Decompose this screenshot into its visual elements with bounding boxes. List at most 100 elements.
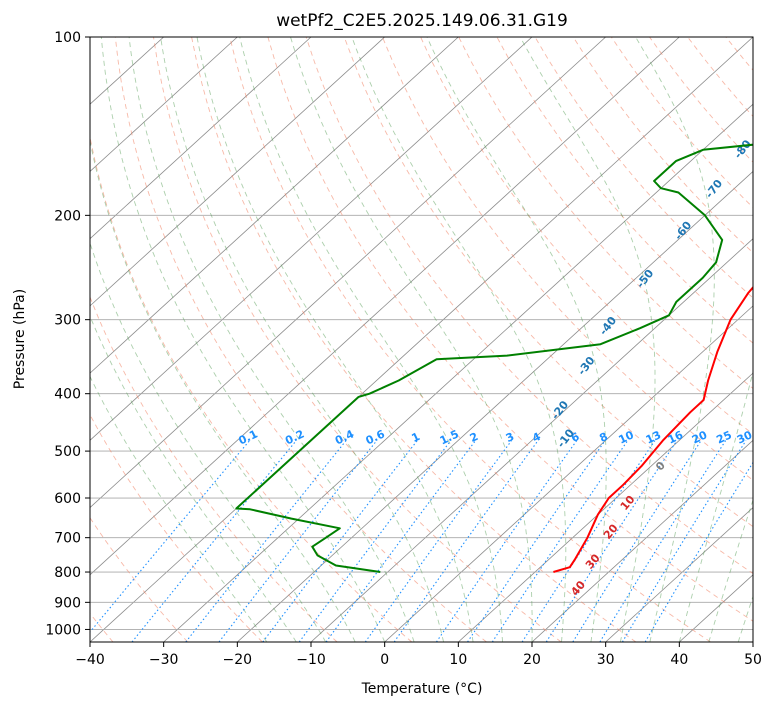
dry-adiabat <box>458 37 753 390</box>
y-axis-label: Pressure (hPa) <box>12 289 28 389</box>
mixing-ratio-label: 36 <box>756 428 775 446</box>
y-tick-label: 900 <box>54 595 81 611</box>
y-tick-label: 300 <box>54 313 81 329</box>
mixing-ratio-label: 0.6 <box>364 427 387 447</box>
x-tick-label: 30 <box>597 652 615 668</box>
dry-adiabat <box>725 37 753 71</box>
moist-adiabat <box>737 595 753 642</box>
mixing-ratio-label: 20 <box>690 428 710 446</box>
isotherm-line <box>90 37 238 172</box>
moist-adiabat <box>90 375 268 642</box>
mixing-ratio-line <box>572 440 702 642</box>
mixing-ratio-line <box>467 440 606 642</box>
dry-adiabat <box>305 37 753 575</box>
x-tick-label: 0 <box>380 652 389 668</box>
y-tick-label: 200 <box>54 208 81 224</box>
mixing-ratio-line <box>262 440 418 642</box>
mixing-ratio-line <box>599 440 727 642</box>
isotherm-line <box>458 372 753 642</box>
mixing-ratio-label: 1 <box>409 430 421 445</box>
dry-adiabat <box>90 413 263 642</box>
x-tick-label: −20 <box>223 652 253 668</box>
dry-adiabat <box>191 37 637 642</box>
moist-adiabat <box>239 37 503 642</box>
mixing-ratio-line <box>621 440 747 642</box>
mixing-ratio-line <box>325 440 476 642</box>
isotherm-line <box>237 170 753 642</box>
y-tick-label: 700 <box>54 531 81 547</box>
mixing-ratio-label: 0.1 <box>237 427 260 447</box>
dry-adiabat-label: -40 <box>597 314 620 338</box>
moist-adiabat-label: 10 <box>618 493 638 513</box>
moist-adiabat <box>708 498 753 642</box>
mixing-ratio-line <box>364 440 512 642</box>
dry-adiabat <box>267 37 753 622</box>
moist-adiabat <box>90 138 356 642</box>
dry-adiabat <box>572 37 753 254</box>
dry-adiabat-label: -30 <box>575 354 598 378</box>
mixing-ratio-label: 13 <box>644 428 663 446</box>
moist-adiabat <box>519 37 656 642</box>
dry-adiabat <box>114 37 487 642</box>
moist-adiabat <box>128 37 415 642</box>
isotherm-line <box>90 37 385 307</box>
mixing-ratio-label: 1.5 <box>438 427 461 447</box>
x-tick-label: 40 <box>670 652 688 668</box>
axes: −40 −30 −20 −10 0 10 20 30 40 5010020030040050060… <box>45 30 762 668</box>
mixing-ratio-label: 2 <box>468 430 480 445</box>
mixing-ratio-label: 16 <box>666 428 686 446</box>
chart-title: wetPf2_C2E5.2025.149.06.31.G19 <box>276 11 568 31</box>
line-labels: 0.10.20.40.611.52346810131620253036-100-… <box>237 137 775 598</box>
isotherm-line <box>531 439 753 642</box>
mixing-ratio-label: 25 <box>714 428 733 446</box>
y-tick-label: 600 <box>54 491 81 507</box>
isotherm-line <box>310 238 753 642</box>
y-tick-label: 1000 <box>45 622 81 638</box>
moist-adiabat <box>351 37 567 642</box>
mixing-ratio-line <box>644 461 753 642</box>
isotherm-line <box>90 37 312 240</box>
moist-adiabat <box>160 37 445 642</box>
mixing-ratio-label: 10 <box>617 428 637 446</box>
moist-adiabat-label: 0 <box>653 459 668 473</box>
isotherm-line <box>90 37 606 509</box>
x-tick-label: −10 <box>296 652 326 668</box>
dry-adiabat <box>610 37 753 209</box>
mixing-ratio-label: 30 <box>735 428 755 446</box>
mixing-ratio-line <box>521 440 656 642</box>
dry-adiabat <box>649 37 753 163</box>
y-tick-label: 400 <box>54 387 81 403</box>
dry-adiabat-label: -80 <box>731 137 754 161</box>
isotherm-line <box>384 305 753 642</box>
mixing-ratio-line <box>435 440 578 642</box>
background-lines <box>90 37 775 642</box>
dry-adiabat <box>153 37 562 642</box>
isotherm-line <box>90 37 680 576</box>
dry-adiabat <box>90 295 338 642</box>
y-tick-label: 100 <box>54 30 81 46</box>
dry-adiabat <box>764 37 775 642</box>
mixing-ratio-line <box>131 440 297 642</box>
moist-adiabat <box>426 37 607 642</box>
temperature-profile <box>553 285 753 573</box>
mixing-ratio-line <box>545 440 678 642</box>
moist-adiabat <box>635 37 715 642</box>
mixing-ratio-line <box>90 440 251 633</box>
dry-adiabat <box>534 37 753 299</box>
mixing-ratio-line <box>393 440 539 642</box>
dewpoint-profile <box>235 143 753 573</box>
isotherm-line <box>90 37 459 374</box>
plot-frame <box>89 36 754 643</box>
mixing-ratio-line <box>491 440 629 642</box>
moist-adiabat <box>90 241 327 642</box>
isotherm-line <box>605 507 753 642</box>
x-tick-label: −40 <box>75 652 105 668</box>
dry-adiabat <box>229 37 711 642</box>
moist-adiabat <box>290 37 533 642</box>
moist-adiabat <box>90 315 297 642</box>
mixing-ratio-label: 0.4 <box>333 427 356 447</box>
dry-adiabat-label: -70 <box>703 177 726 201</box>
moist-adiabat <box>100 37 386 642</box>
isotherm-line <box>163 103 753 642</box>
x-axis-label: Temperature (°C) <box>361 681 483 697</box>
